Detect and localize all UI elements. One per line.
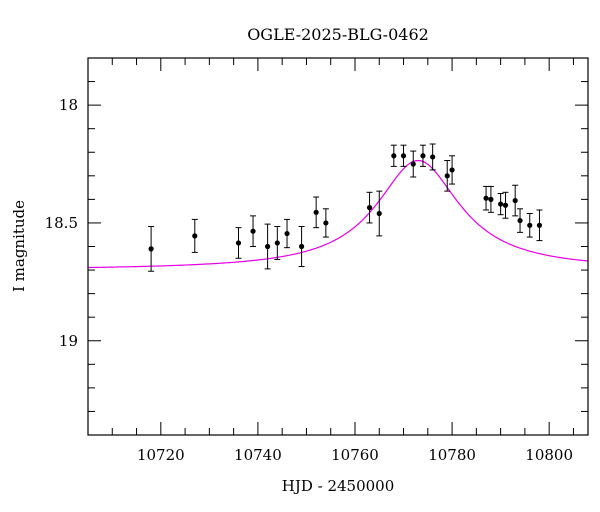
data-point (488, 196, 494, 202)
x-tick-label: 10720 (137, 446, 185, 464)
data-point (410, 161, 416, 167)
data-point (498, 201, 504, 207)
data-point (366, 205, 373, 211)
y-axis-label: I magnitude (10, 200, 28, 292)
data-point (502, 202, 509, 208)
data-point (250, 228, 256, 234)
x-axis-label: HJD - 2450000 (282, 477, 395, 495)
data-point (148, 246, 154, 252)
data-point (444, 173, 450, 179)
data-point (400, 153, 407, 159)
plot-frame (87, 57, 589, 436)
axis-ticks (87, 57, 588, 436)
data-points (148, 143, 543, 272)
model-curve (87, 159, 589, 269)
x-tick-label: 10780 (428, 446, 476, 464)
data-point (449, 167, 455, 173)
data-point (274, 240, 280, 246)
data-point (512, 197, 518, 204)
data-point (235, 240, 242, 246)
data-point (313, 209, 319, 215)
y-tick-label: 18.5 (45, 214, 78, 232)
data-point (376, 210, 382, 217)
data-point (527, 222, 533, 228)
data-point (298, 243, 305, 250)
chart-title: OGLE-2025-BLG-0462 (247, 25, 429, 44)
data-point (192, 233, 198, 239)
x-tick-label: 10760 (331, 446, 379, 464)
data-point (517, 217, 523, 224)
data-point (430, 154, 436, 160)
x-tick-label: 10740 (234, 446, 282, 464)
x-tick-label: 10800 (525, 446, 573, 464)
data-point (420, 153, 426, 159)
data-point (284, 230, 290, 237)
model-line (87, 159, 589, 269)
data-point (265, 243, 271, 250)
data-point (483, 195, 489, 201)
data-point (536, 222, 543, 228)
y-tick-label: 19 (59, 332, 78, 350)
data-point (323, 220, 329, 226)
data-point (391, 153, 397, 159)
tick-labels: 10720 10740 10760 10780 10800 18 18.5 19 (45, 96, 573, 464)
y-tick-label: 18 (59, 96, 78, 114)
